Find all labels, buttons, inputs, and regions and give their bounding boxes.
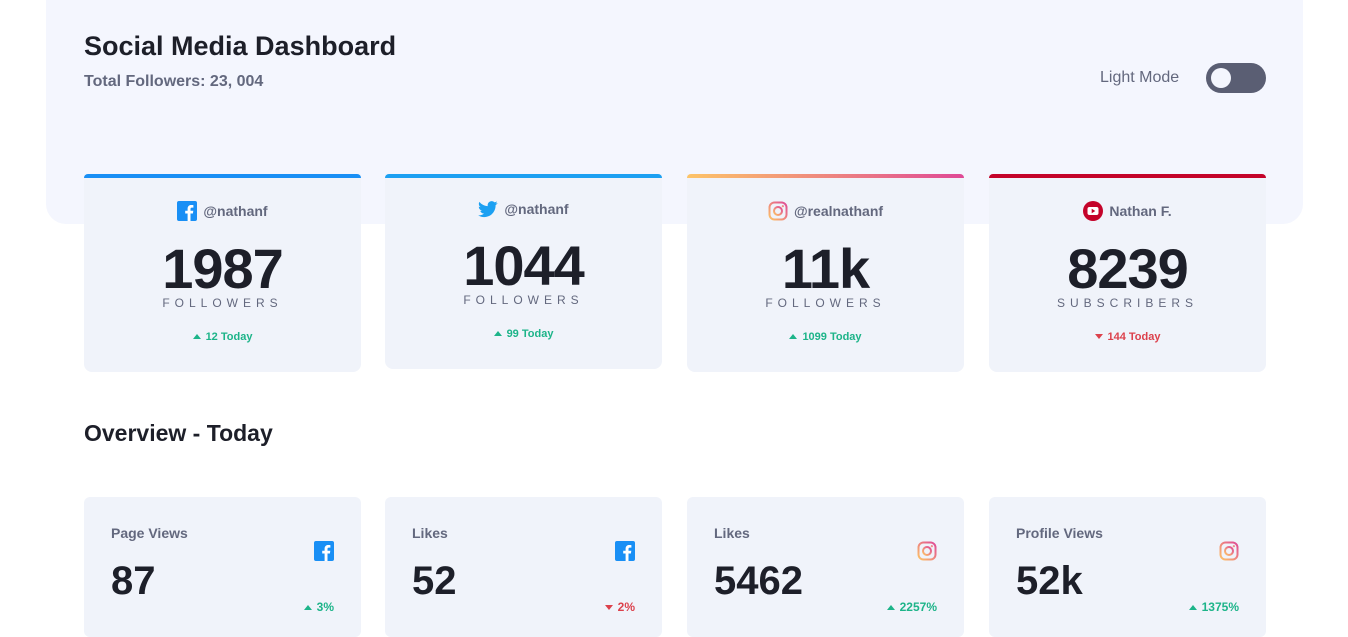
card-handle: @nathanf (203, 203, 268, 219)
overview-change: 3% (303, 600, 334, 614)
card-accent-bar (989, 174, 1266, 178)
overview-change-text: 3% (316, 600, 334, 614)
card-change-text: 1099 Today (802, 331, 862, 343)
arrow-up-icon (1188, 605, 1197, 610)
twitter-icon (478, 201, 499, 218)
arrow-up-icon (192, 334, 201, 339)
card-count: 11k (781, 237, 870, 300)
card-unit: SUBSCRIBERS (1056, 296, 1199, 310)
total-followers: Total Followers: 23, 004 (84, 73, 264, 90)
overview-value: 87 (111, 559, 156, 603)
card-change-text: 144 Today (1107, 331, 1161, 343)
arrow-up-icon (303, 605, 312, 610)
card-change: 144 Today (989, 331, 1266, 343)
overview-value: 52k (1016, 559, 1083, 603)
overview-label: Likes (714, 525, 750, 541)
card-count: 1987 (162, 237, 284, 300)
arrow-up-icon (886, 605, 895, 610)
overview-change: 2% (604, 600, 635, 614)
card-twitter[interactable]: @nathanf 1044 FOLLOWERS 99 Today (385, 174, 662, 369)
overview-change-text: 1375% (1201, 600, 1239, 614)
overview-card-profile-views[interactable]: Profile Views 52k 1375% (989, 497, 1266, 637)
overview-label: Likes (412, 525, 448, 541)
card-change-text: 99 Today (506, 328, 554, 340)
theme-mode-label: Light Mode (1100, 69, 1180, 86)
arrow-down-icon (1094, 334, 1103, 339)
card-unit: FOLLOWERS (463, 293, 584, 307)
overview-title: Overview - Today (84, 420, 273, 446)
overview-label: Page Views (111, 525, 188, 541)
overview-label: Profile Views (1016, 525, 1103, 541)
card-accent-bar (687, 174, 964, 178)
card-handle: Nathan F. (1109, 203, 1172, 219)
overview-change-text: 2% (617, 600, 635, 614)
overview-value: 52 (412, 559, 457, 603)
arrow-up-icon (789, 334, 798, 339)
overview-change: 2257% (886, 600, 937, 614)
card-count: 8239 (1067, 237, 1189, 300)
card-youtube[interactable]: Nathan F. 8239 SUBSCRIBERS 144 Today (989, 174, 1266, 372)
facebook-icon (314, 541, 334, 561)
arrow-up-icon (493, 331, 502, 336)
card-facebook[interactable]: @nathanf 1987 FOLLOWERS 12 Today (84, 174, 361, 372)
facebook-icon (615, 541, 635, 561)
card-handle: @realnathanf (793, 203, 884, 219)
card-handle: @nathanf (504, 201, 569, 217)
card-unit: FOLLOWERS (765, 296, 886, 310)
overview-change: 1375% (1188, 600, 1239, 614)
card-change: 99 Today (385, 328, 662, 340)
overview-change-text: 2257% (899, 600, 937, 614)
card-instagram[interactable]: @realnathanf 11k FOLLOWERS 1099 Today (687, 174, 964, 372)
card-change: 1099 Today (687, 331, 964, 343)
card-count: 1044 (463, 234, 585, 297)
card-change: 12 Today (84, 331, 361, 343)
theme-toggle[interactable] (1206, 63, 1266, 93)
youtube-icon (1083, 201, 1104, 221)
instagram-icon (1219, 541, 1239, 561)
instagram-icon (768, 201, 788, 221)
card-accent-bar (385, 174, 662, 178)
overview-card-likes-instagram[interactable]: Likes 5462 2257% (687, 497, 964, 637)
overview-card-page-views[interactable]: Page Views 87 3% (84, 497, 361, 637)
facebook-icon (177, 201, 198, 221)
arrow-down-icon (604, 605, 613, 610)
card-accent-bar (84, 174, 361, 178)
page-title: Social Media Dashboard (84, 31, 397, 61)
card-unit: FOLLOWERS (162, 296, 283, 310)
card-change-text: 12 Today (205, 331, 253, 343)
toggle-knob[interactable] (1211, 68, 1231, 88)
instagram-icon (917, 541, 937, 561)
overview-value: 5462 (714, 559, 803, 603)
overview-card-likes-facebook[interactable]: Likes 52 2% (385, 497, 662, 637)
